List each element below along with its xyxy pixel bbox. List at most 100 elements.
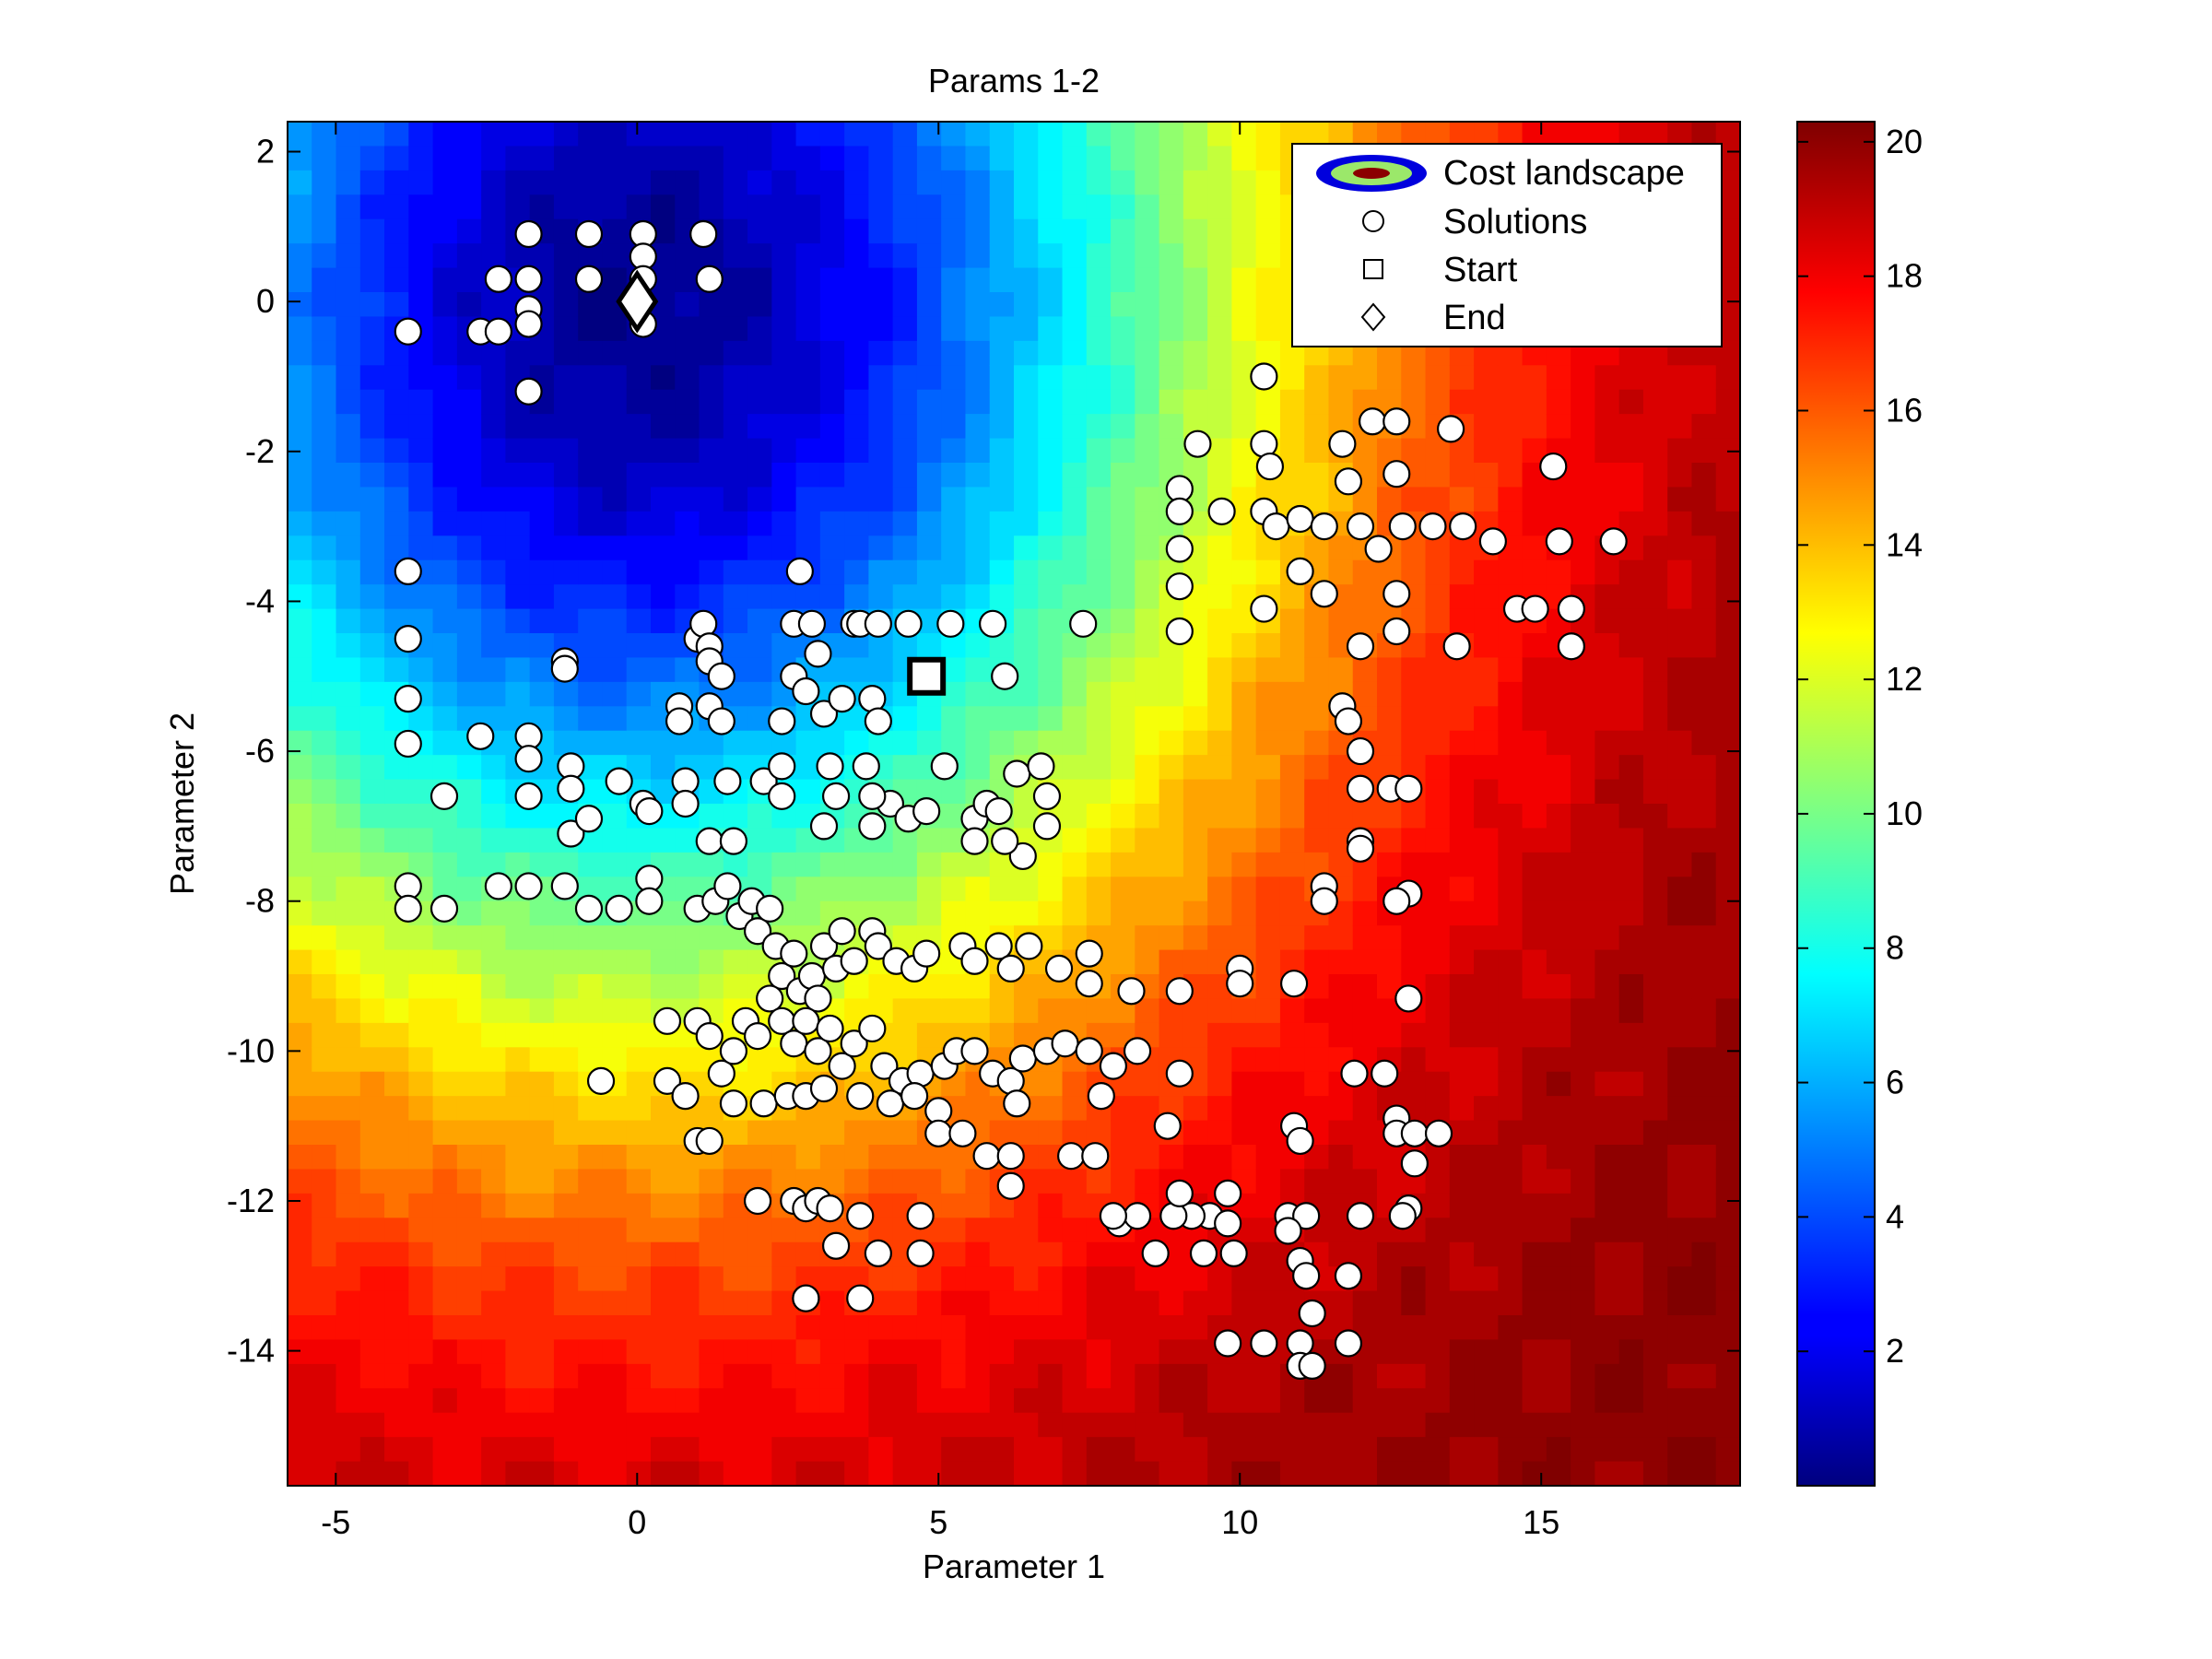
landscape-cell — [723, 535, 748, 561]
landscape-cell — [941, 1461, 967, 1486]
landscape-cell — [1715, 1339, 1740, 1365]
landscape-cell — [1546, 949, 1571, 975]
landscape-cell — [989, 365, 1015, 391]
landscape-cell — [1618, 1071, 1644, 1097]
landscape-cell — [1546, 1120, 1571, 1146]
landscape-cell — [529, 414, 555, 440]
landscape-cell — [288, 1412, 312, 1438]
landscape-cell — [868, 438, 894, 464]
landscape-cell — [1255, 949, 1281, 975]
landscape-cell — [868, 463, 894, 488]
landscape-cell — [1279, 1047, 1305, 1073]
landscape-cell — [989, 487, 1015, 512]
landscape-cell — [432, 463, 458, 488]
landscape-cell — [1182, 340, 1208, 366]
landscape-cell — [651, 1145, 676, 1171]
landscape-cell — [723, 122, 748, 147]
landscape-cell — [1159, 681, 1184, 707]
landscape-cell — [723, 487, 748, 512]
landscape-cell — [1062, 1266, 1088, 1292]
landscape-cell — [1014, 316, 1039, 342]
landscape-cell — [384, 779, 409, 805]
landscape-cell — [916, 438, 942, 464]
solution-point — [514, 782, 543, 810]
landscape-cell — [1135, 535, 1160, 561]
landscape-cell — [1498, 1071, 1524, 1097]
landscape-cell — [941, 706, 967, 732]
landscape-cell — [432, 1241, 458, 1267]
landscape-cell — [456, 608, 482, 634]
landscape-cell — [1474, 706, 1499, 732]
landscape-cell — [1522, 779, 1547, 805]
landscape-cell — [432, 535, 458, 561]
landscape-cell — [602, 730, 628, 756]
landscape-cell — [965, 900, 991, 926]
landscape-cell — [1304, 779, 1330, 805]
solution-point — [1394, 984, 1423, 1013]
solution-point — [1081, 1142, 1110, 1171]
landscape-cell — [1182, 681, 1208, 707]
landscape-cell — [1571, 487, 1595, 512]
landscape-cell — [1618, 1290, 1644, 1316]
landscape-cell — [699, 170, 724, 195]
landscape-cell — [1401, 949, 1427, 975]
landscape-cell — [1352, 949, 1378, 975]
landscape-cell — [553, 900, 579, 926]
landscape-cell — [481, 1022, 506, 1048]
landscape-cell — [1715, 852, 1740, 877]
landscape-cell — [602, 535, 628, 561]
landscape-cell — [1207, 340, 1232, 366]
landscape-cell — [288, 559, 312, 585]
landscape-cell — [1182, 170, 1208, 195]
landscape-cell — [1618, 852, 1644, 877]
landscape-cell — [1207, 559, 1232, 585]
landscape-cell — [1111, 1388, 1135, 1414]
solution-point — [743, 1021, 772, 1051]
landscape-cell — [1014, 170, 1039, 195]
landscape-cell — [941, 900, 967, 926]
landscape-cell — [312, 1339, 337, 1365]
landscape-cell — [1667, 852, 1693, 877]
landscape-cell — [505, 633, 531, 659]
landscape-cell — [288, 1363, 312, 1389]
landscape-cell — [384, 828, 409, 853]
landscape-cell — [1207, 316, 1232, 342]
landscape-cell — [1111, 779, 1135, 805]
landscape-cell — [868, 535, 894, 561]
landscape-cell — [1618, 998, 1644, 1024]
landscape-cell — [1425, 1290, 1451, 1316]
landscape-cell — [432, 1047, 458, 1073]
landscape-cell — [723, 243, 748, 269]
landscape-cell — [1522, 1120, 1547, 1146]
landscape-cell — [1425, 438, 1451, 464]
landscape-cell — [819, 1339, 845, 1365]
landscape-cell — [1062, 535, 1088, 561]
solution-point — [1340, 1059, 1369, 1088]
colorbar-tick-label: 12 — [1886, 660, 1923, 698]
landscape-cell — [1594, 122, 1620, 147]
landscape-cell — [359, 1169, 385, 1194]
landscape-cell — [651, 1266, 676, 1292]
landscape-cell — [989, 1241, 1015, 1267]
landscape-cell — [651, 608, 676, 634]
landscape-cell — [1159, 1437, 1184, 1463]
landscape-cell — [1618, 828, 1644, 853]
landscape-cell — [553, 1047, 579, 1073]
landscape-cell — [1691, 608, 1717, 634]
landscape-cell — [312, 584, 337, 610]
landscape-cell — [1014, 487, 1039, 512]
landscape-cell — [965, 1241, 991, 1267]
landscape-cell — [1498, 1022, 1524, 1048]
landscape-cell — [868, 1437, 894, 1463]
landscape-cell — [1642, 1461, 1668, 1486]
landscape-cell — [335, 1363, 361, 1389]
landscape-cell — [844, 487, 869, 512]
landscape-cell — [456, 1461, 482, 1486]
landscape-cell — [989, 1022, 1015, 1048]
landscape-cell — [892, 1461, 918, 1486]
landscape-cell — [602, 1169, 628, 1194]
landscape-cell — [359, 779, 385, 805]
landscape-cell — [868, 414, 894, 440]
landscape-cell — [481, 779, 506, 805]
landscape-cell — [384, 389, 409, 415]
